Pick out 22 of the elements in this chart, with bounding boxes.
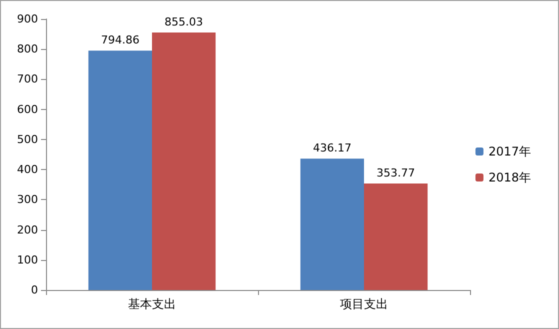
data-label: 353.77 [376,166,416,180]
data-label: 794.86 [100,34,140,47]
y-tick-label: 600 [17,102,38,116]
y-tick-label: 800 [17,42,38,56]
bar [300,158,364,290]
y-tick-label: 100 [17,253,38,266]
y-tick-label: 900 [17,12,38,26]
x-tick-label: 项目支出 [340,297,388,311]
bar [364,183,428,290]
y-tick-label: 300 [17,193,38,206]
legend-label: 2018年 [488,170,532,184]
legend-label: 2017年 [488,144,532,158]
y-tick-label: 400 [17,163,38,176]
data-label: 436.17 [312,142,352,155]
data-label: 855.03 [164,16,204,29]
y-tick-label: 700 [17,72,38,86]
x-tick-label: 基本支出 [128,297,176,311]
y-tick-label: 200 [17,223,38,236]
bar [88,50,152,290]
y-tick-label: 0 [31,284,38,296]
y-tick-label: 500 [17,132,38,146]
bar [152,32,216,290]
